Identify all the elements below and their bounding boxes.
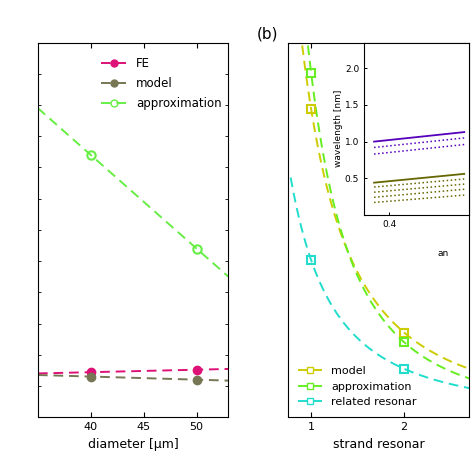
Text: (b): (b) xyxy=(257,26,279,41)
X-axis label: diameter [μm]: diameter [μm] xyxy=(88,438,179,450)
Legend: FE, model, approximation: FE, model, approximation xyxy=(96,52,226,115)
X-axis label: strand resonar: strand resonar xyxy=(333,438,424,450)
Legend: model, approximation, related resonar: model, approximation, related resonar xyxy=(293,362,421,411)
